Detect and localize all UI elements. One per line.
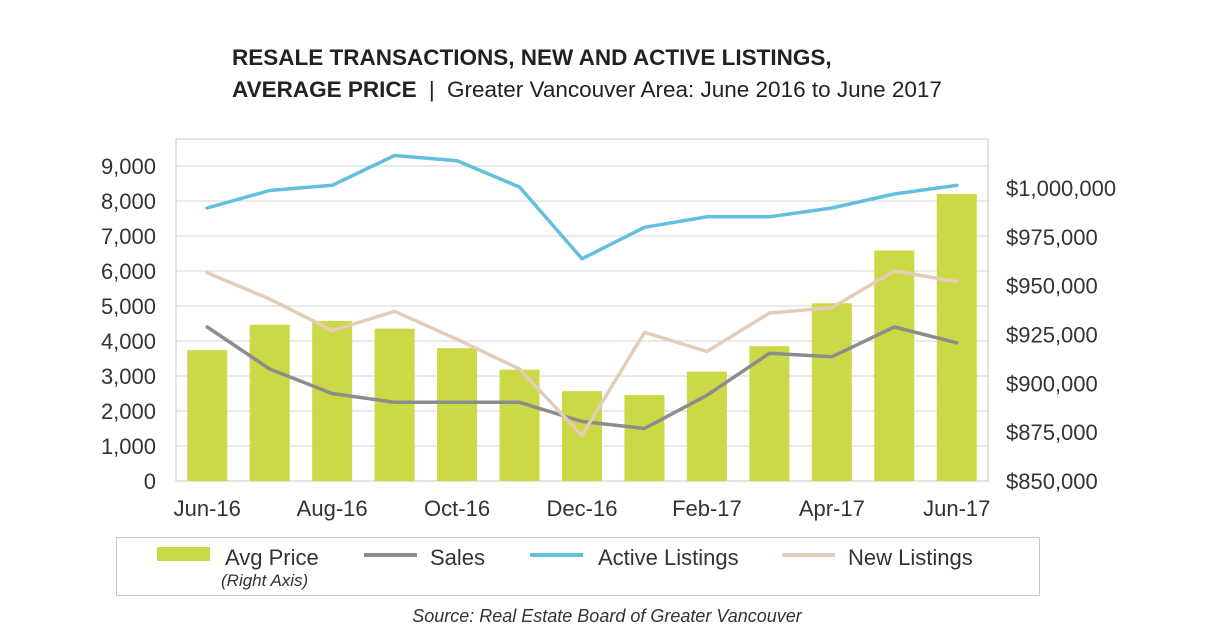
y-right-tick-label: $1,000,000 <box>1006 176 1116 201</box>
avg-price-bar <box>749 346 790 481</box>
avg-price-bar <box>437 348 478 481</box>
legend-swatch-avg-price <box>157 547 210 561</box>
x-tick-label: Oct-16 <box>424 496 490 521</box>
avg-price-bar <box>249 324 290 481</box>
combo-chart: 0 1,000 2,000 3,000 4,000 5,000 6,000 7,000 8,00… <box>101 138 1116 521</box>
y-right-tick-label: $850,000 <box>1006 469 1098 494</box>
legend-note-right-axis: (Right Axis) <box>221 571 309 590</box>
y-right-tick-label: $925,000 <box>1006 323 1098 348</box>
x-tick-label: Aug-16 <box>297 496 368 521</box>
x-tick-label: Jun-17 <box>923 496 990 521</box>
avg-price-bar <box>374 328 415 481</box>
avg-price-bar <box>624 395 665 481</box>
active-listings-line <box>205 153 959 261</box>
avg-price-bar <box>312 320 353 481</box>
avg-price-bar <box>936 193 977 482</box>
legend-label-avg-price: Avg Price <box>225 545 319 570</box>
legend-swatch-new <box>782 553 835 557</box>
new-listings-line <box>205 269 959 438</box>
legend-label-active: Active Listings <box>598 545 739 570</box>
y-left-tick-label: 3,000 <box>101 364 156 389</box>
x-tick-label: Jun-16 <box>174 496 241 521</box>
avg-price-bar <box>874 250 915 481</box>
x-tick-label: Apr-17 <box>799 496 865 521</box>
legend-swatch-sales <box>364 553 417 557</box>
y-right-tick-label: $900,000 <box>1006 371 1098 396</box>
x-tick-label: Feb-17 <box>672 496 742 521</box>
title-line-2-rest: Greater Vancouver Area: June 2016 to Jun… <box>447 77 942 102</box>
y-right-tick-label: $975,000 <box>1006 225 1098 250</box>
y-left-tick-label: 2,000 <box>101 399 156 424</box>
avg-price-bar <box>187 350 228 481</box>
left-axis-ticks: 0 1,000 2,000 3,000 4,000 5,000 6,000 7,000 8,00… <box>101 154 156 494</box>
sales-line <box>205 325 959 431</box>
y-right-tick-label: $875,000 <box>1006 420 1098 445</box>
title-line-1: RESALE TRANSACTIONS, NEW AND ACTIVE LIST… <box>232 45 832 70</box>
avg-price-bar <box>686 371 727 481</box>
y-left-tick-label: 6,000 <box>101 259 156 284</box>
source-note: Source: Real Estate Board of Greater Van… <box>412 606 802 626</box>
title-separator: | <box>428 77 435 102</box>
grid-lines <box>176 165 988 447</box>
y-left-tick-label: 4,000 <box>101 329 156 354</box>
y-left-tick-label: 0 <box>144 469 156 494</box>
legend-label-sales: Sales <box>430 545 486 570</box>
y-left-tick-label: 8,000 <box>101 189 156 214</box>
title-line-2-bold: AVERAGE PRICE <box>232 77 417 102</box>
x-axis-ticks: Jun-16 Aug-16 Oct-16 Dec-16 Feb-17 Apr-17 Jun-… <box>174 496 991 521</box>
y-left-tick-label: 5,000 <box>101 294 156 319</box>
avg-price-bars <box>187 193 977 482</box>
legend: Avg Price (Right Axis) Sales Active List… <box>116 537 1040 596</box>
avg-price-bar <box>811 303 852 481</box>
y-left-tick-label: 9,000 <box>101 154 156 179</box>
title-line-2: AVERAGE PRICE | Greater Vancouver Area: … <box>232 74 942 106</box>
right-axis-ticks: $850,000 $875,000 $900,000 $925,000 $950,000… <box>1006 176 1116 494</box>
legend-label-new: New Listings <box>848 545 973 570</box>
x-tick-label: Dec-16 <box>547 496 618 521</box>
chart-title: RESALE TRANSACTIONS, NEW AND ACTIVE LIST… <box>232 42 942 106</box>
legend-swatch-active <box>530 553 583 557</box>
y-right-tick-label: $950,000 <box>1006 274 1098 299</box>
series-lines <box>205 153 959 438</box>
avg-price-bar <box>499 369 540 481</box>
y-left-tick-label: 7,000 <box>101 224 156 249</box>
y-left-tick-label: 1,000 <box>101 434 156 459</box>
